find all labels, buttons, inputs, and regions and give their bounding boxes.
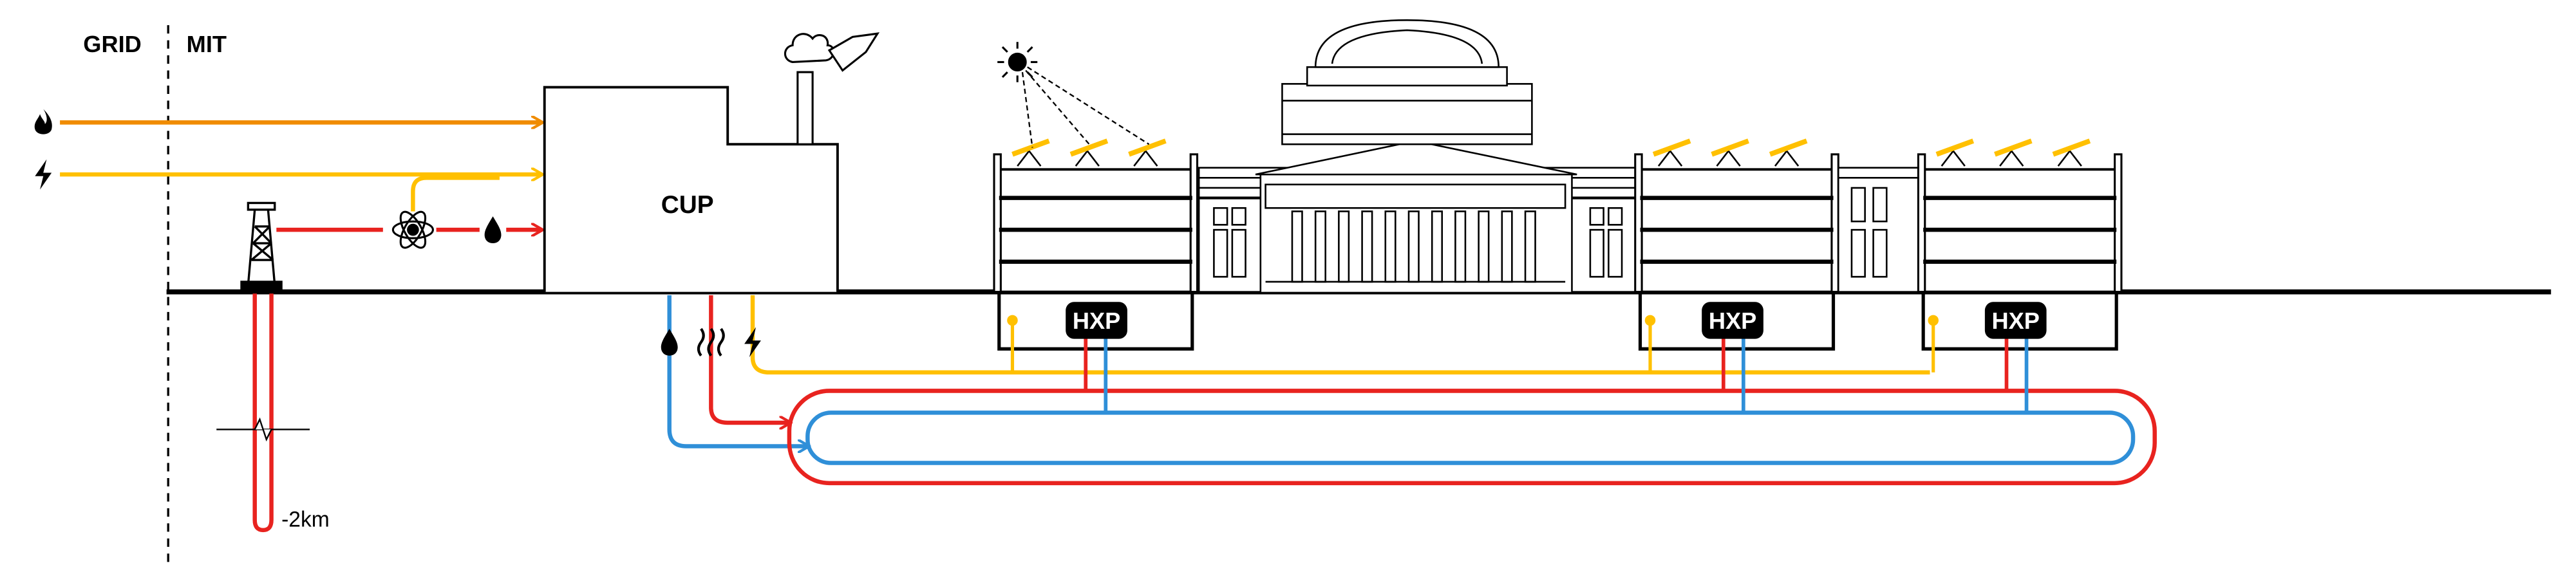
sun-rays <box>1021 66 1150 148</box>
solar-panels-2 <box>1652 138 1808 167</box>
great-dome-columns <box>1265 210 1566 283</box>
solar-panels-1 <box>1011 138 1167 167</box>
hxp-hot-connections <box>1084 335 2009 391</box>
hxp-label: HXP <box>1991 308 2039 334</box>
electric-feed <box>750 295 1930 375</box>
drilling-rig-icon <box>240 201 283 291</box>
hxp-label: HXP <box>1709 308 1756 334</box>
cup-label: CUP <box>661 191 714 219</box>
nuclear-electricity-line <box>411 176 500 212</box>
lightning-icon <box>35 159 52 190</box>
hxp-unit-3: HXP <box>1984 302 2047 339</box>
connector-building <box>1837 167 1919 293</box>
chilled-water-loop <box>805 411 2136 465</box>
cup-chimney <box>796 71 814 145</box>
building-2 <box>1634 153 1839 351</box>
mit-label: MIT <box>187 31 227 57</box>
droplet-icon <box>661 328 678 356</box>
hxp-unit-1: HXP <box>1066 302 1127 339</box>
flame-icon <box>34 109 52 134</box>
heat-icon <box>697 328 725 356</box>
geothermal-well <box>252 293 274 533</box>
solar-panels-3 <box>1935 138 2091 167</box>
hot-water-loop <box>787 389 2157 486</box>
chilled-water-feed <box>667 295 808 447</box>
smoke-icon <box>784 32 880 72</box>
grid-label: GRID <box>83 31 141 57</box>
lightning-icon <box>744 327 761 358</box>
hxp-unit-2: HXP <box>1702 302 1763 339</box>
depth-break-symbol <box>254 417 272 442</box>
droplet-icon <box>484 216 502 244</box>
building-1 <box>993 153 1199 351</box>
building-electric-connections <box>1007 315 1939 373</box>
sun-icon <box>997 42 1038 82</box>
hxp-cold-connections <box>1104 335 2029 413</box>
building-3 <box>1917 153 2123 351</box>
depth-label: -2km <box>281 507 330 531</box>
hot-water-feed <box>709 295 789 423</box>
atom-icon <box>391 210 434 249</box>
cup-building <box>543 86 839 292</box>
hxp-label: HXP <box>1073 308 1120 334</box>
